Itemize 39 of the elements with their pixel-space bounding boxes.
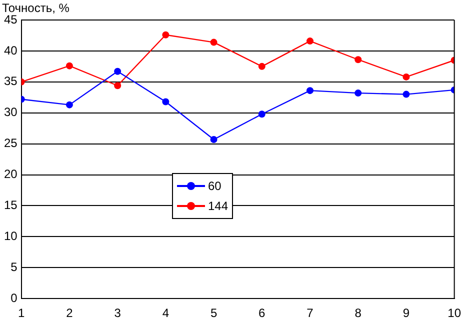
x-tick-label: 7 xyxy=(306,306,314,320)
point xyxy=(114,82,122,90)
point xyxy=(210,136,218,143)
x-tick-label: 4 xyxy=(162,306,170,320)
y-tick-label: 45 xyxy=(4,12,18,26)
y-axis-title: Точность, % xyxy=(2,1,70,15)
point xyxy=(210,38,218,46)
legend-label: 60 xyxy=(208,179,222,193)
x-tick-label: 5 xyxy=(210,306,218,320)
point xyxy=(354,56,362,64)
point xyxy=(162,31,170,38)
point xyxy=(402,90,410,98)
y-tick-label: 5 xyxy=(10,260,18,274)
point xyxy=(162,98,170,106)
x-tick-label: 9 xyxy=(402,306,410,320)
x-tick-label: 3 xyxy=(114,306,122,320)
y-tick-label: 0 xyxy=(10,290,18,305)
point xyxy=(66,101,73,108)
x-tick-label: 2 xyxy=(66,306,74,320)
x-tick-label: 6 xyxy=(258,306,266,320)
point xyxy=(306,87,314,94)
point xyxy=(306,38,314,45)
point xyxy=(258,110,266,118)
y-tick-label: 25 xyxy=(4,136,18,150)
y-tick-label: 35 xyxy=(4,74,18,88)
y-tick-label: 20 xyxy=(4,167,18,182)
point xyxy=(354,90,362,97)
point xyxy=(402,73,410,80)
x-tick-label: 10 xyxy=(448,306,462,320)
x-tick-label: 1 xyxy=(18,306,26,320)
y-tick-label: 15 xyxy=(4,198,18,212)
point xyxy=(258,62,266,70)
y-tick-label: 40 xyxy=(4,43,18,58)
x-tick-label: 8 xyxy=(354,306,362,320)
point xyxy=(114,68,122,75)
y-tick-label: 30 xyxy=(4,105,18,120)
y-tick-label: 10 xyxy=(4,229,18,243)
point xyxy=(66,62,73,70)
legend-label: 144 xyxy=(208,199,228,213)
